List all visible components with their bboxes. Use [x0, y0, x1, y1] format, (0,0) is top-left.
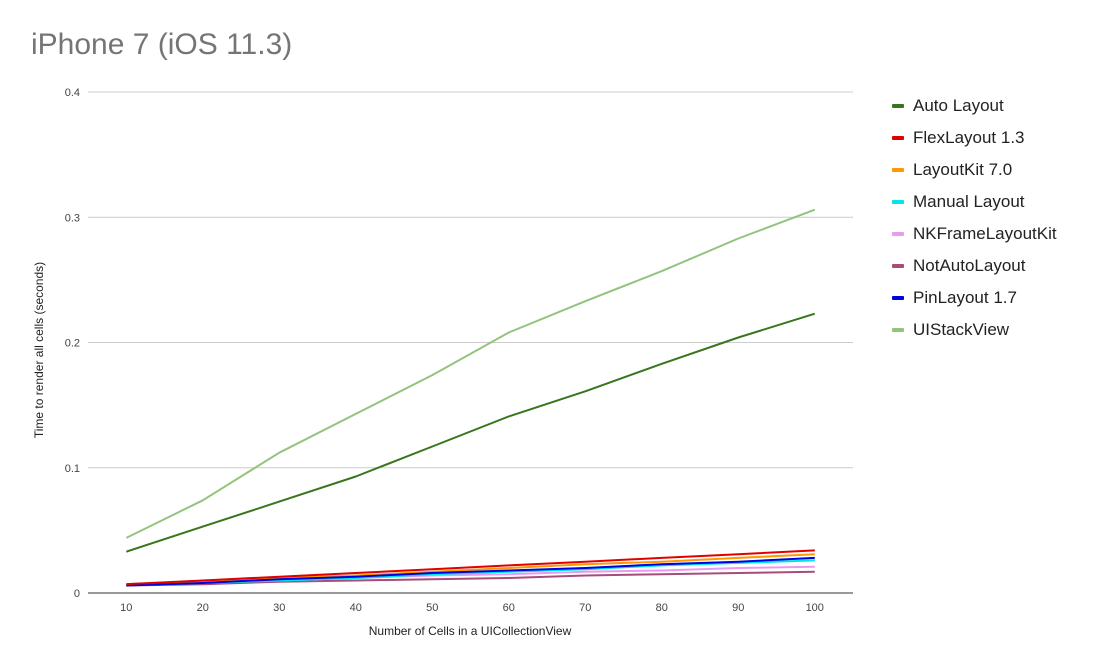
legend-swatch — [892, 168, 904, 172]
legend-item: NotAutoLayout — [892, 250, 1057, 282]
legend-item: NKFrameLayoutKit — [892, 218, 1057, 250]
x-tick-label: 70 — [579, 602, 591, 614]
legend-swatch — [892, 232, 904, 236]
legend-swatch — [892, 200, 904, 204]
x-tick-label: 80 — [656, 602, 668, 614]
x-axis-title: Number of Cells in a UICollectionView — [369, 624, 572, 638]
series-line-layoutkit-7-0 — [126, 553, 815, 586]
legend-label: LayoutKit 7.0 — [913, 160, 1013, 179]
legend-label: UIStackView — [913, 320, 1010, 339]
legend-swatch — [892, 104, 904, 108]
x-tick-label: 50 — [426, 602, 438, 614]
legend-item: PinLayout 1.7 — [892, 282, 1057, 314]
legend-item: FlexLayout 1.3 — [892, 122, 1057, 154]
y-tick-labels: 0 0.1 0.2 0.3 0.4 — [65, 87, 80, 600]
legend-swatch — [892, 264, 904, 268]
x-tick-label: 90 — [732, 602, 744, 614]
legend-label: FlexLayout 1.3 — [913, 128, 1025, 147]
x-tick-label: 30 — [273, 602, 285, 614]
legend-item: LayoutKit 7.0 — [892, 154, 1057, 186]
legend-item: UIStackView — [892, 314, 1057, 346]
x-tick-label: 10 — [120, 602, 132, 614]
series-line-flexlayout-1-3 — [126, 549, 815, 586]
legend-swatch — [892, 328, 904, 332]
legend: Auto Layout FlexLayout 1.3 LayoutKit 7.0 Ma… — [892, 90, 1057, 346]
x-tick-label: 20 — [197, 602, 209, 614]
legend-label: Auto Layout — [913, 96, 1004, 115]
y-tick-label: 0.2 — [65, 338, 80, 350]
legend-label: NKFrameLayoutKit — [913, 224, 1057, 243]
series-line-notautolayout — [126, 570, 815, 587]
legend-label: NotAutoLayout — [913, 256, 1026, 275]
chart-title: iPhone 7 (iOS 11.3) — [31, 28, 293, 61]
y-tick-label: 0.3 — [65, 212, 80, 224]
series-line-auto-layout — [125, 312, 816, 553]
legend-label: PinLayout 1.7 — [913, 288, 1017, 307]
legend-label: Manual Layout — [913, 192, 1025, 211]
series-line-pinlayout-1-7 — [126, 556, 815, 587]
y-tick-label: 0.4 — [65, 87, 80, 99]
x-tick-label: 100 — [806, 602, 824, 614]
series-lines — [125, 208, 816, 587]
y-axis-title: Time to render all cells (seconds) — [32, 262, 46, 438]
legend-swatch — [892, 136, 904, 140]
legend-item: Manual Layout — [892, 186, 1057, 218]
legend-swatch — [892, 296, 904, 300]
x-tick-label: 60 — [503, 602, 515, 614]
grid-lines — [88, 91, 853, 594]
y-tick-label: 0.1 — [65, 463, 80, 475]
y-tick-label: 0 — [74, 588, 80, 600]
series-line-uistackview — [125, 208, 816, 539]
legend-item: Auto Layout — [892, 90, 1057, 122]
x-tick-labels: 10 20 30 40 50 60 70 80 90 100 — [120, 602, 824, 614]
x-tick-label: 40 — [350, 602, 362, 614]
